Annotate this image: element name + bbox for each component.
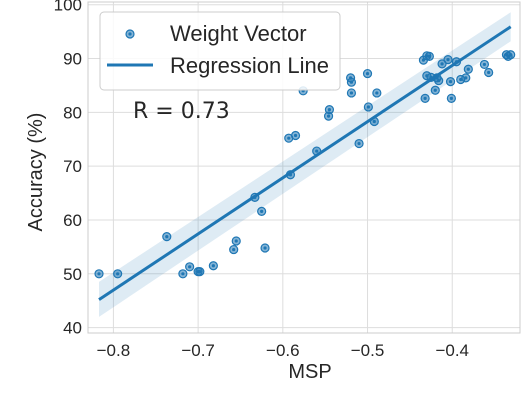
x-tick-label: −0.8	[97, 341, 131, 360]
data-point	[451, 57, 462, 67]
data-point	[430, 85, 440, 95]
y-tick-label: 90	[63, 50, 82, 69]
r-annotation: R = 0.73	[133, 99, 230, 124]
data-point	[324, 105, 335, 115]
x-tick-label: −0.4	[435, 341, 469, 360]
data-point	[506, 50, 516, 60]
legend: Weight Vector Regression Line	[99, 11, 341, 91]
data-point	[445, 77, 456, 87]
data-point	[195, 267, 205, 277]
data-point	[185, 262, 195, 272]
data-point	[231, 236, 241, 246]
data-point	[229, 244, 239, 255]
data-point	[420, 93, 430, 103]
data-point	[94, 269, 104, 279]
x-tick-label: −0.7	[181, 341, 215, 360]
scatter-points	[94, 50, 516, 279]
data-point	[463, 64, 473, 74]
legend-label-weight-vector: Weight Vector	[170, 21, 307, 46]
y-tick-label: 70	[63, 157, 82, 176]
data-point	[346, 88, 357, 98]
data-point	[162, 232, 172, 242]
data-point	[354, 138, 364, 149]
data-point	[362, 68, 373, 79]
data-point	[260, 243, 270, 253]
plot-frame	[87, 1, 521, 334]
data-point	[208, 261, 218, 271]
data-point	[312, 146, 322, 156]
x-tick-label: −0.6	[266, 341, 300, 360]
x-tick-label: −0.5	[351, 341, 385, 360]
data-point	[113, 269, 123, 279]
legend-label-regression-line: Regression Line	[170, 53, 329, 78]
data-point	[363, 102, 373, 112]
data-point	[250, 192, 260, 202]
data-point	[346, 77, 357, 87]
x-axis-label: MSP	[288, 361, 331, 383]
data-point	[479, 59, 490, 70]
regression-line	[98, 25, 512, 301]
legend-box	[99, 11, 341, 91]
data-point	[372, 88, 382, 98]
data-point	[446, 93, 456, 103]
y-tick-label: 100	[54, 0, 82, 15]
legend-marker-weight-vector	[125, 29, 135, 39]
data-point	[369, 116, 379, 127]
y-tick-label: 60	[63, 211, 82, 230]
y-tick-label: 50	[63, 265, 82, 284]
data-point	[290, 130, 301, 141]
y-tick-label: 40	[63, 319, 82, 338]
data-point	[434, 75, 444, 86]
data-point	[285, 170, 296, 180]
tick-labels: −0.8 −0.7 −0.6 −0.5 −0.4 40 50 60 70 80 90 100	[54, 0, 469, 360]
data-point	[257, 206, 267, 216]
y-tick-label: 80	[63, 103, 82, 122]
data-point	[424, 51, 434, 61]
data-point	[443, 54, 453, 65]
regression-line-layer	[98, 25, 512, 301]
data-point	[178, 269, 188, 279]
data-point	[461, 73, 471, 83]
axes	[87, 1, 521, 334]
y-axis-label: Accuracy (%)	[25, 113, 47, 232]
data-point	[484, 67, 494, 78]
